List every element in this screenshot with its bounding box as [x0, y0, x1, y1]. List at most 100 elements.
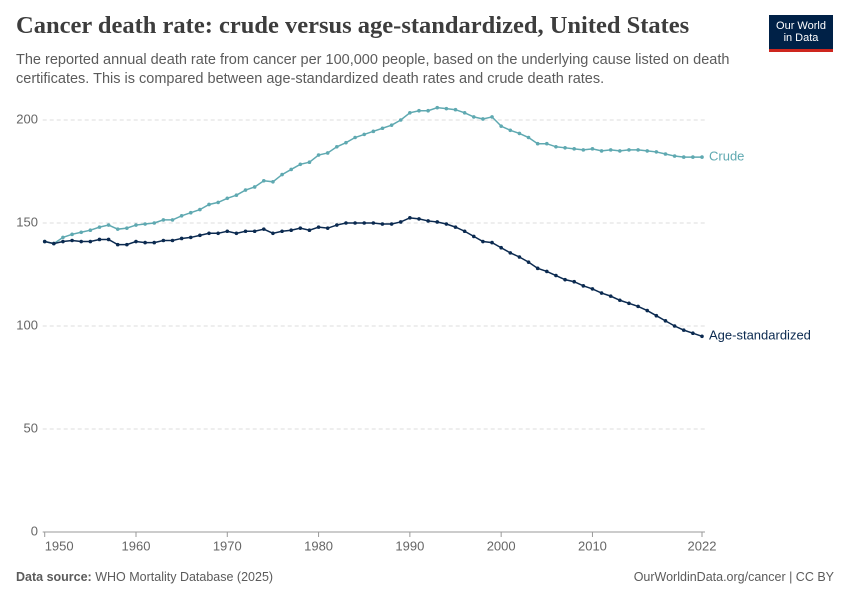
data-point [289, 228, 293, 233]
data-point [627, 301, 631, 306]
data-point [481, 239, 485, 244]
x-tick-label: 2022 [688, 538, 717, 553]
data-point [225, 229, 230, 234]
data-point [535, 266, 540, 271]
data-point [234, 193, 239, 197]
data-point [517, 131, 522, 136]
data-point [289, 167, 293, 172]
data-point [654, 313, 659, 318]
data-point [672, 154, 677, 158]
data-point [608, 294, 613, 298]
chart-subtitle: The reported annual death rate from canc… [16, 52, 730, 87]
data-point [216, 231, 220, 236]
data-point [581, 284, 586, 288]
data-point [271, 231, 275, 236]
data-point [563, 146, 567, 150]
data-point [490, 240, 494, 245]
data-point [271, 180, 275, 184]
data-point [526, 260, 531, 264]
data-point [170, 238, 175, 243]
data-point [645, 149, 650, 153]
data-point [691, 331, 695, 336]
data-point [672, 324, 677, 328]
x-tick-label: 1980 [304, 538, 333, 553]
data-point [408, 216, 412, 220]
data-point [645, 308, 650, 313]
data-point [88, 228, 93, 233]
y-tick-label: 50 [24, 420, 38, 435]
data-point [691, 155, 695, 159]
data-point [298, 162, 303, 167]
data-point [307, 228, 312, 233]
data-point [371, 221, 376, 225]
data-point [508, 251, 513, 255]
data-point [252, 229, 257, 234]
data-point [97, 237, 102, 242]
data-point [398, 118, 403, 122]
data-point [663, 152, 668, 156]
data-point [444, 106, 449, 111]
data-point [61, 235, 65, 240]
data-point [563, 277, 567, 282]
data-point [325, 151, 330, 155]
data-point [572, 147, 576, 151]
source-label: Data source: [16, 570, 92, 584]
data-point [125, 242, 129, 247]
footer-credit[interactable]: OurWorldinData.org/cancer | CC BY [633, 570, 834, 584]
data-point [599, 149, 604, 153]
data-point [316, 153, 321, 157]
x-tick-label: 2000 [487, 538, 516, 553]
data-point [79, 239, 84, 244]
chart-title: Cancer death rate: crude versus age-stan… [16, 12, 690, 39]
data-point [499, 245, 503, 250]
y-tick-label: 150 [16, 214, 38, 229]
data-point [572, 279, 576, 284]
data-point [262, 178, 266, 183]
data-point [681, 155, 686, 159]
data-point [371, 129, 376, 134]
data-point [700, 334, 704, 339]
data-point [654, 150, 659, 154]
data-point [42, 239, 47, 244]
data-point [608, 148, 613, 152]
logo-line: in Data [783, 32, 819, 44]
data-point [535, 141, 540, 146]
y-tick-label: 100 [16, 317, 38, 332]
data-point [417, 217, 421, 221]
data-point [481, 117, 485, 121]
logo-line: Our World [776, 20, 826, 32]
data-point [380, 222, 385, 226]
data-point [225, 196, 230, 201]
data-point [161, 238, 166, 243]
data-point [125, 226, 129, 230]
data-point [70, 232, 74, 237]
data-point [243, 188, 248, 192]
series-label: Age-standardized [709, 328, 811, 343]
data-point [70, 238, 74, 243]
data-point [471, 234, 476, 239]
data-point [453, 225, 458, 229]
data-point [335, 144, 339, 149]
data-point [344, 140, 348, 145]
y-tick-label: 0 [31, 523, 38, 538]
data-point [188, 210, 193, 215]
data-point [106, 237, 111, 242]
data-point [408, 110, 412, 115]
data-point [389, 222, 394, 226]
data-point [471, 115, 476, 119]
footer-source: Data source: WHO Mortality Database (202… [16, 570, 273, 584]
data-point [198, 233, 202, 238]
data-point [335, 223, 339, 227]
data-point [88, 239, 93, 244]
data-point [554, 273, 558, 278]
data-point [663, 319, 668, 323]
data-point [426, 219, 430, 223]
source[interactable]: WHO Mortality Database (2025) [95, 570, 274, 584]
data-point [216, 200, 220, 205]
data-point [435, 220, 440, 224]
x-tick-label: 2010 [578, 538, 607, 553]
data-point [462, 110, 467, 115]
data-point [143, 222, 147, 226]
logo[interactable]: Our World in Data [769, 15, 833, 52]
